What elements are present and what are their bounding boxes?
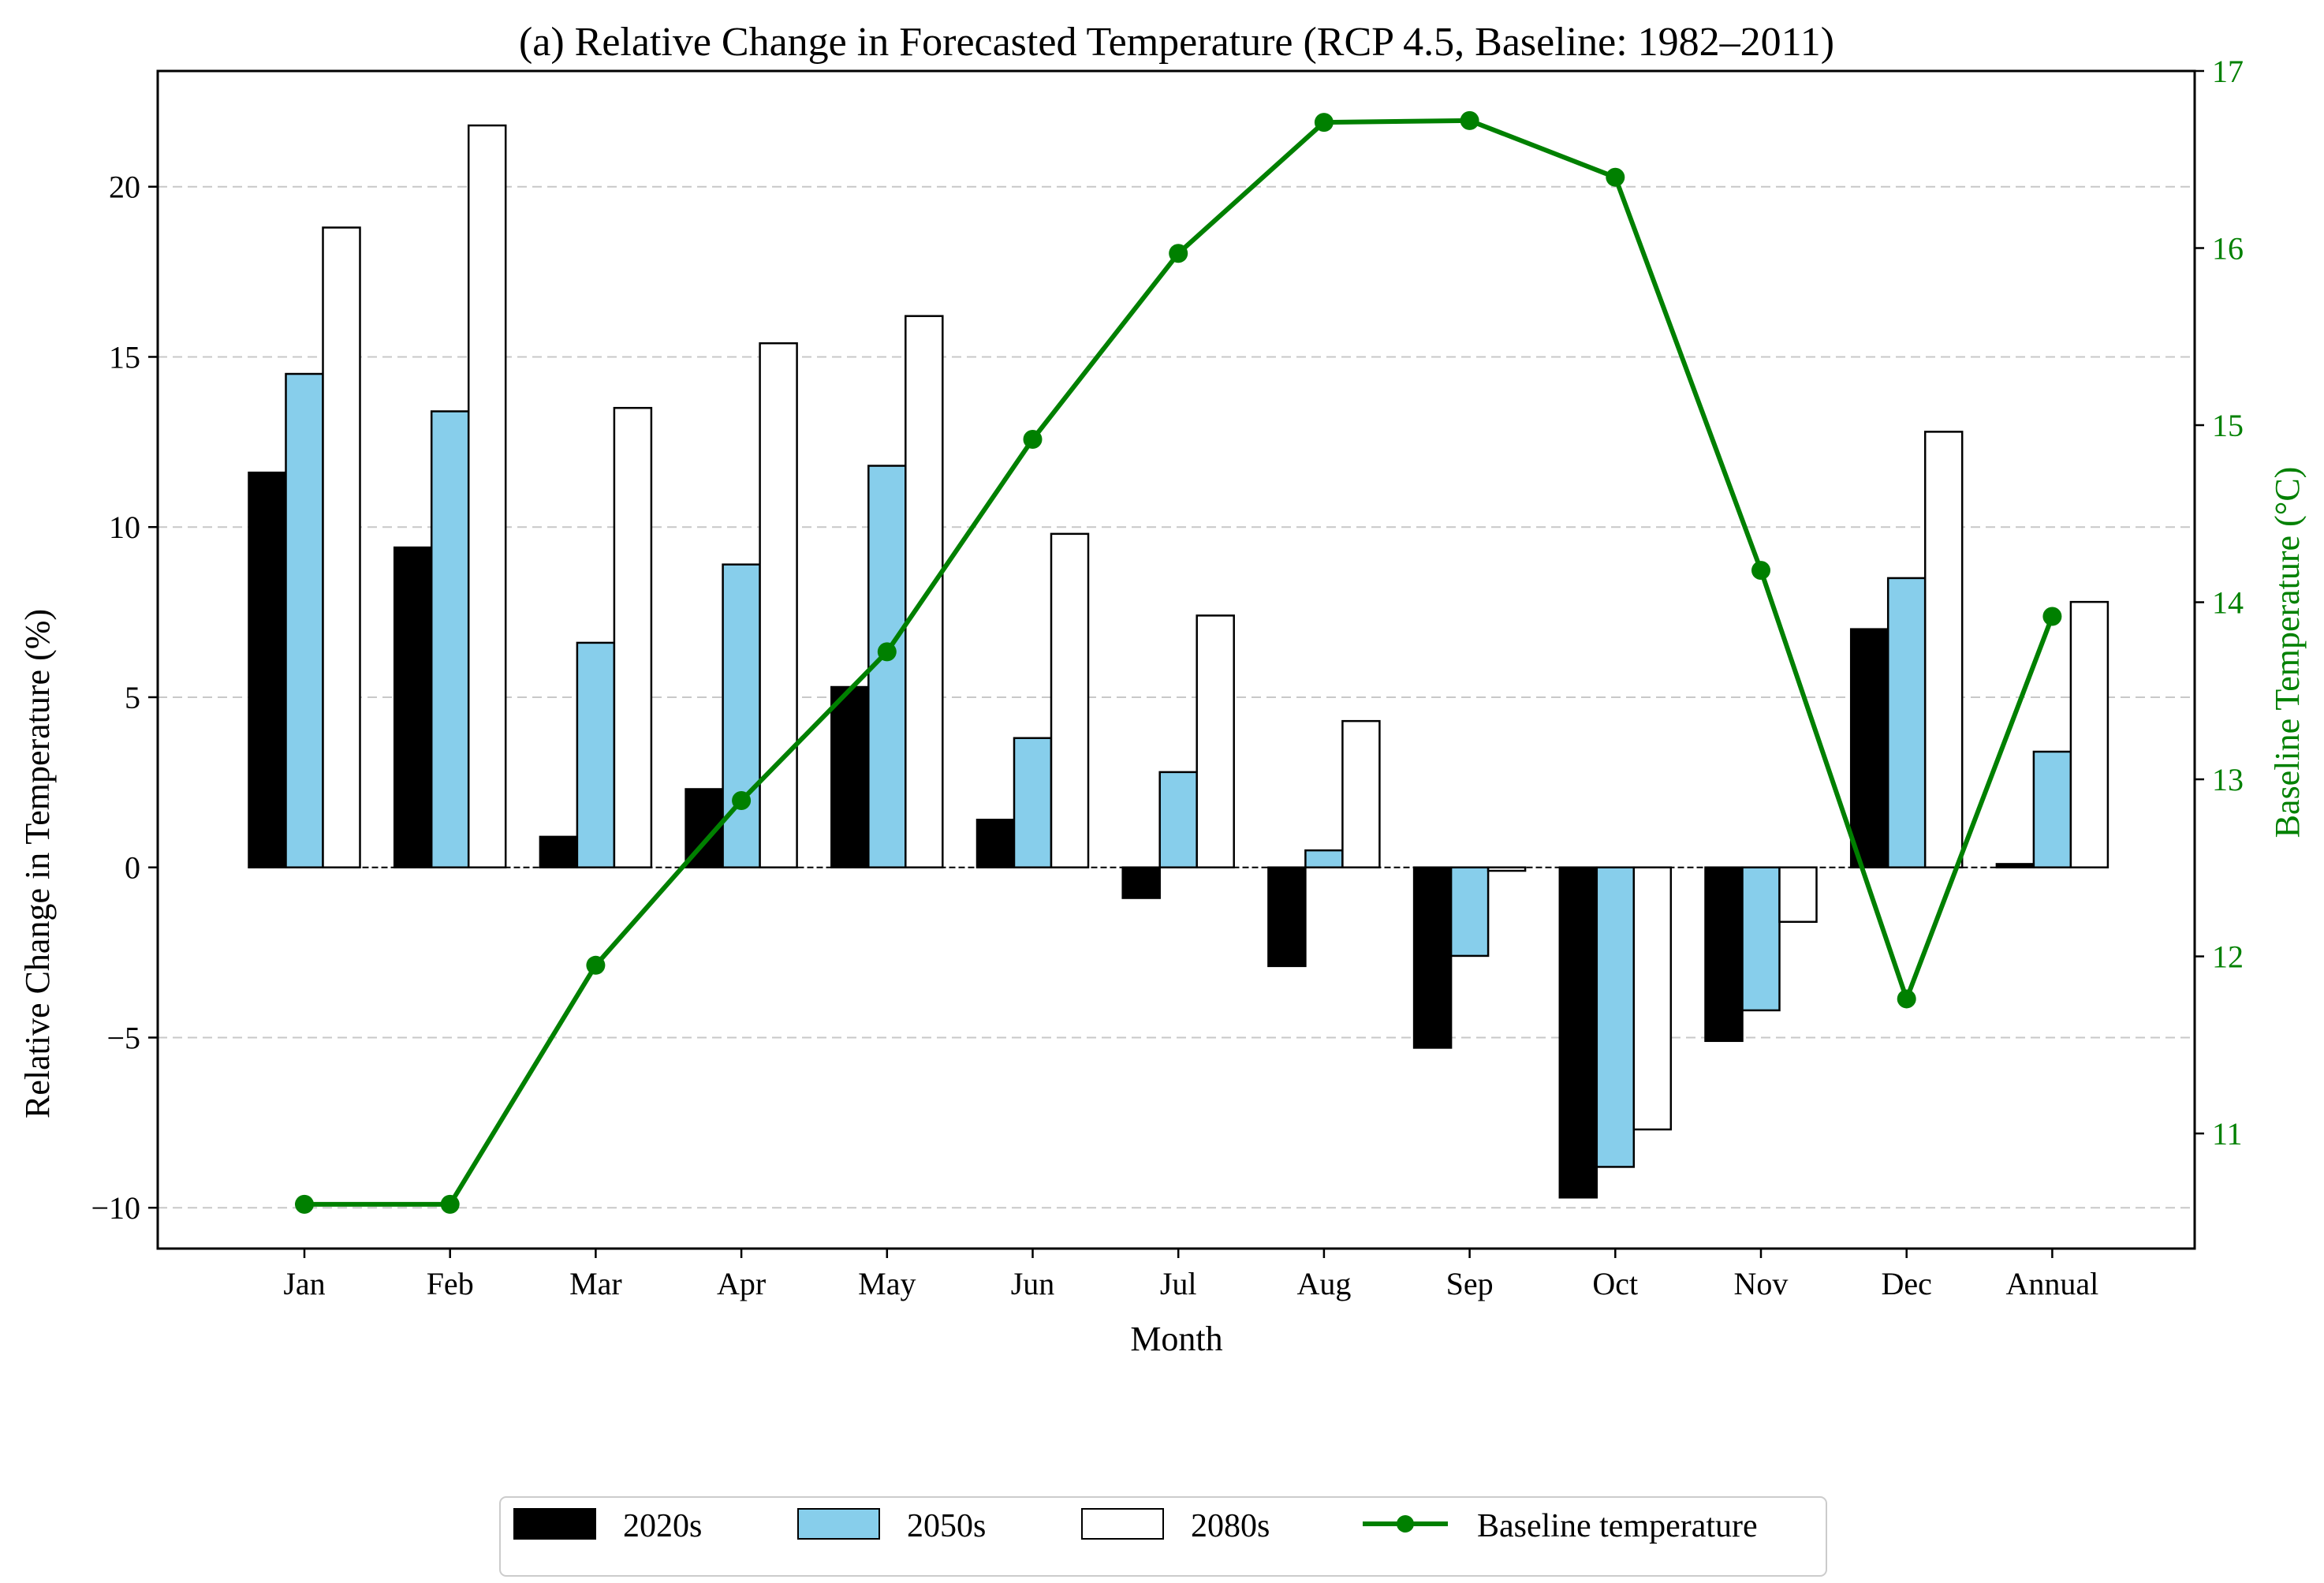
y-tick-label: 15 [109, 339, 140, 375]
y2-axis-label: Baseline Temperature (°C) [2268, 467, 2307, 838]
y2-tick-label: 13 [2212, 762, 2244, 797]
bar-2050s-Apr [722, 563, 761, 868]
baseline-marker-Dec [1897, 989, 1916, 1009]
x-tick-label: Jan [283, 1266, 325, 1301]
baseline-marker-Jul [1169, 244, 1188, 263]
baseline-marker-Nov [1751, 561, 1770, 581]
bar-2020s-Aug [1267, 866, 1307, 968]
y2-tick-label: 14 [2212, 585, 2244, 621]
bar-2050s-Oct [1595, 866, 1636, 1168]
bar-2050s-Jan [285, 372, 324, 868]
bar-2050s-Sep [1449, 866, 1490, 958]
baseline-temperature-line [295, 110, 2062, 1214]
x-axis-label: Month [1130, 1320, 1222, 1358]
legend-label-2080s: 2080s [1191, 1508, 1270, 1544]
x-tick-label: Dec [1881, 1266, 1931, 1301]
bar-2020s-Feb [393, 546, 433, 868]
bar-2080s-Apr [759, 342, 798, 868]
x-tick-label: Sep [1446, 1266, 1494, 1301]
x-tick-label: Feb [427, 1266, 474, 1301]
bar-2080s-Jan [322, 226, 361, 868]
bar-2020s-Jan [248, 471, 287, 868]
legend-label-2050s: 2050s [907, 1508, 986, 1544]
x-tick-label: Aug [1296, 1266, 1351, 1301]
plot-area-frame [156, 69, 2196, 1250]
bar-2050s-Nov [1741, 866, 1781, 1012]
bar-2020s-Oct [1558, 866, 1598, 1199]
bar-2080s-Jul [1196, 614, 1235, 868]
y-tick-label: 10 [109, 510, 140, 545]
bar-2050s-Aug [1304, 849, 1344, 868]
legend-swatch-2020s [513, 1508, 596, 1540]
bar-2080s-Annual [2069, 600, 2110, 868]
bar-2050s-Jun [1013, 737, 1053, 868]
bar-2050s-Annual [2032, 750, 2072, 868]
baseline-marker-Apr [732, 790, 752, 810]
legend-swatch-2080s [1081, 1508, 1164, 1540]
y2-tick-label: 17 [2212, 54, 2244, 89]
baseline-marker-Jun [1023, 429, 1043, 449]
legend-label-2020s: 2020s [623, 1508, 702, 1544]
baseline-marker-Mar [586, 955, 606, 975]
baseline-marker-Annual [2042, 607, 2062, 626]
legend-label-baseline: Baseline temperature [1477, 1508, 1758, 1544]
legend-marker-baseline [1397, 1515, 1414, 1533]
bar-2050s-Feb [430, 410, 470, 868]
bar-2080s-Jun [1050, 532, 1090, 868]
x-tick-label: Jul [1160, 1266, 1197, 1301]
baseline-marker-May [877, 642, 897, 662]
x-tick-label: Mar [569, 1266, 622, 1301]
x-tick-label: Oct [1592, 1266, 1638, 1301]
bar-series [248, 124, 2110, 1199]
bar-2020s-Jun [975, 819, 1016, 868]
baseline-line-path [304, 118, 2055, 1207]
y2-tick-label: 16 [2212, 231, 2244, 267]
bar-2020s-Jul [1121, 866, 1161, 899]
bar-2080s-Nov [1778, 866, 1818, 924]
baseline-marker-Sep [1460, 110, 1479, 130]
bar-2020s-Mar [539, 835, 579, 868]
x-axis: Jan Feb Mar Apr May Jun Jul Aug Sep Oct Nov Dec Annu… [283, 1249, 2098, 1301]
x-tick-label: May [858, 1266, 916, 1301]
y-tick-label: 5 [125, 680, 140, 715]
bar-2050s-Dec [1886, 577, 1927, 868]
y2-tick-label: 15 [2212, 408, 2244, 443]
left-y-axis: −10 −5 0 5 10 15 20 [91, 170, 158, 1226]
bar-2050s-Mar [576, 641, 616, 868]
bar-2080s-Sep [1487, 866, 1527, 872]
y-axis-label: Relative Change in Temperature (%) [18, 609, 57, 1118]
y-tick-label: −10 [91, 1190, 140, 1226]
right-y-axis: 11 12 13 14 15 16 17 [2195, 54, 2244, 1152]
legend-swatch-2050s [797, 1508, 880, 1540]
bar-2020s-May [830, 685, 870, 868]
baseline-marker-Jan [295, 1194, 314, 1214]
x-tick-label: Apr [717, 1266, 766, 1301]
y2-tick-label: 12 [2212, 939, 2244, 975]
x-tick-label: Annual [2006, 1266, 2099, 1301]
bar-2020s-Dec [1849, 628, 1889, 868]
baseline-marker-Oct [1606, 167, 1625, 187]
x-tick-label: Nov [1734, 1266, 1789, 1301]
bar-2020s-Nov [1704, 866, 1744, 1043]
legend: 2020s 2050s 2080s Baseline temperature [499, 1496, 1827, 1577]
bar-2020s-Sep [1412, 866, 1453, 1049]
bar-2080s-Dec [1923, 431, 1964, 868]
bar-2080s-Aug [1341, 719, 1381, 868]
baseline-marker-Feb [440, 1194, 460, 1214]
y-tick-label: 0 [125, 850, 140, 886]
y-tick-label: −5 [106, 1020, 140, 1055]
bar-2080s-Oct [1632, 866, 1673, 1131]
x-tick-label: Jun [1011, 1266, 1055, 1301]
y-tick-label: 20 [109, 170, 140, 205]
bar-2080s-May [905, 315, 944, 868]
chart-title: (a) Relative Change in Forecasted Temper… [519, 20, 1834, 65]
baseline-marker-Aug [1314, 113, 1334, 133]
bar-2080s-Feb [467, 124, 507, 868]
y2-tick-label: 11 [2212, 1116, 2243, 1152]
bar-2080s-Mar [613, 406, 653, 868]
bar-2050s-Jul [1158, 771, 1198, 868]
